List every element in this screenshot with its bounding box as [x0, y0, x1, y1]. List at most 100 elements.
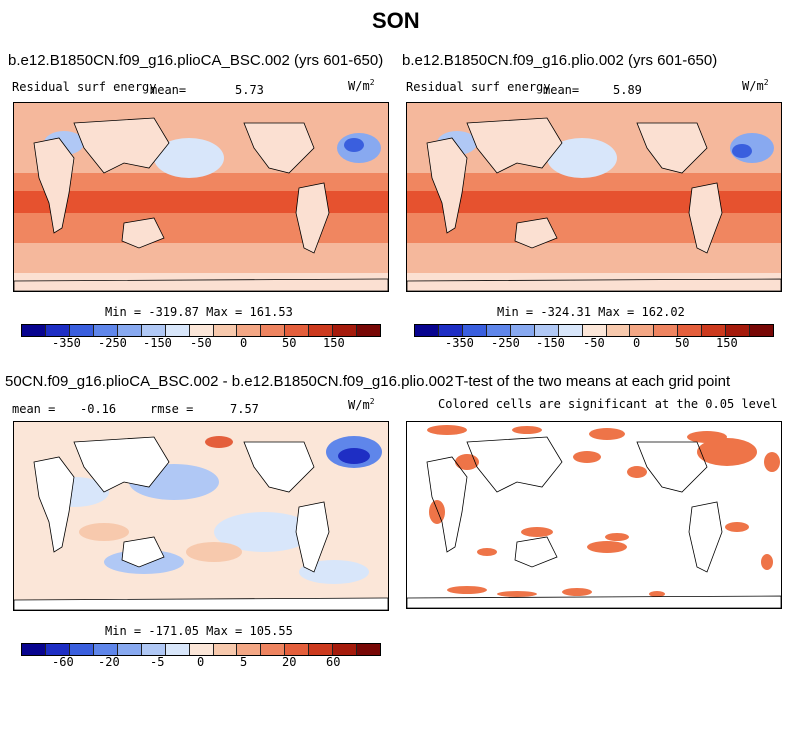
colorbar-swatch — [558, 325, 583, 336]
panel1-mean-label: mean= — [150, 83, 187, 97]
colorbar-swatch — [309, 325, 334, 336]
figure-title: SON — [372, 8, 420, 33]
significant-cell — [687, 431, 727, 443]
significant-cell — [764, 452, 780, 472]
panel3-mean-label: mean = — [12, 402, 56, 416]
colorbar-swatch — [630, 325, 655, 336]
colorbar-swatch — [237, 644, 262, 655]
colorbar-swatch — [93, 325, 118, 336]
tropical-band — [14, 191, 388, 213]
africa-outline — [426, 137, 468, 234]
africa-outline — [33, 456, 75, 553]
continents — [14, 117, 388, 291]
colorbar-tick-label: 60 — [326, 655, 341, 669]
warm-patch — [186, 542, 242, 562]
colorbar-swatch — [69, 644, 94, 655]
panel3-map — [13, 421, 389, 611]
panel1-units: W/m2 — [348, 78, 375, 93]
significant-cell — [589, 428, 625, 440]
colorbar-tick-label: 0 — [633, 336, 641, 350]
panel2-map — [406, 102, 782, 292]
colorbar-swatch — [309, 644, 334, 655]
panel3-rmse-value: 7.57 — [230, 402, 259, 416]
tropical-band — [407, 191, 781, 213]
significant-cell — [761, 554, 773, 570]
colorbar-swatch — [285, 325, 310, 336]
colorbar-tick-label: 50 — [282, 336, 297, 350]
panel3-colorbar — [21, 643, 381, 656]
panel3-field — [14, 422, 388, 610]
panel2-colorbar — [414, 324, 774, 337]
colorbar-swatch — [237, 325, 262, 336]
colorbar-swatch — [702, 325, 727, 336]
colorbar-swatch — [534, 325, 559, 336]
north-america-outline — [636, 441, 708, 493]
panel3-mean-value: -0.16 — [80, 402, 117, 416]
colorbar-swatch — [93, 644, 118, 655]
colorbar-swatch — [213, 644, 238, 655]
panel1-stats: Min = -319.87 Max = 161.53 — [105, 305, 293, 319]
significant-cell — [562, 588, 592, 596]
cool-patch — [214, 512, 314, 552]
colorbar-swatch — [213, 325, 238, 336]
colorbar-swatch — [117, 644, 142, 655]
panel4-map — [406, 421, 782, 609]
colorbar-swatch — [261, 644, 286, 655]
australia-outline — [514, 217, 558, 249]
continents — [407, 117, 781, 291]
colorbar-swatch — [357, 644, 381, 655]
panel2-title: b.e12.B1850CN.f09_g16.plio.002 (yrs 601-… — [402, 52, 718, 69]
cool-patch — [547, 138, 617, 178]
significant-cell — [497, 591, 537, 597]
panel2-mean-label: mean= — [543, 83, 580, 97]
north-america-outline — [243, 122, 315, 174]
panel2-mean-value: 5.89 — [613, 83, 642, 97]
colorbar-tick-label: 0 — [197, 655, 205, 669]
australia-outline — [121, 536, 165, 568]
colorbar-swatch — [510, 325, 535, 336]
panel2-units: W/m2 — [742, 78, 769, 93]
africa-outline — [426, 456, 468, 553]
significant-cell — [697, 438, 757, 466]
colorbar-swatch — [582, 325, 607, 336]
significant-cell — [477, 548, 497, 556]
colorbar-swatch — [415, 325, 439, 336]
colorbar-swatch — [678, 325, 703, 336]
colorbar-tick-label: 150 — [716, 336, 738, 350]
colorbar-tick-label: 50 — [675, 336, 690, 350]
north-america-outline — [636, 122, 708, 174]
colorbar-swatch — [357, 325, 381, 336]
colorbar-tick-label: -50 — [583, 336, 605, 350]
colorbar-tick-label: -150 — [143, 336, 172, 350]
colorbar-swatch — [141, 644, 166, 655]
significant-cell — [512, 426, 542, 434]
cool-patch — [154, 138, 224, 178]
colorbar-swatch — [69, 325, 94, 336]
colorbar-swatch — [285, 644, 310, 655]
panel3-title: 50CN.f09_g16.plioCA_BSC.002 - b.e12.B185… — [5, 373, 454, 390]
panel4-field — [407, 422, 781, 608]
colorbar-swatch — [189, 325, 214, 336]
colorbar-swatch — [750, 325, 774, 336]
south-america-outline — [295, 501, 330, 573]
colorbar-tick-label: -5 — [150, 655, 165, 669]
panel2-variable-label: Residual surf energy — [406, 80, 551, 94]
panel1-variable-label: Residual surf energy — [12, 80, 157, 94]
australia-outline — [121, 217, 165, 249]
panel3-rmse-label: rmse = — [150, 402, 194, 416]
significant-cell — [627, 466, 647, 478]
significant-cell — [427, 425, 467, 435]
panel1-field — [14, 103, 388, 291]
colorbar-tick-label: -250 — [98, 336, 127, 350]
south-america-outline — [688, 501, 723, 573]
colorbar-swatch — [333, 325, 358, 336]
colorbar-swatch — [654, 325, 679, 336]
colorbar-tick-label: -60 — [52, 655, 74, 669]
colorbar-swatch — [726, 325, 751, 336]
panel1-title: b.e12.B1850CN.f09_g16.plioCA_BSC.002 (yr… — [8, 52, 384, 69]
significant-cell — [447, 586, 487, 594]
colorbar-swatch — [438, 325, 463, 336]
panel1-colorbar — [21, 324, 381, 337]
colorbar-swatch — [333, 644, 358, 655]
continents — [407, 436, 781, 608]
